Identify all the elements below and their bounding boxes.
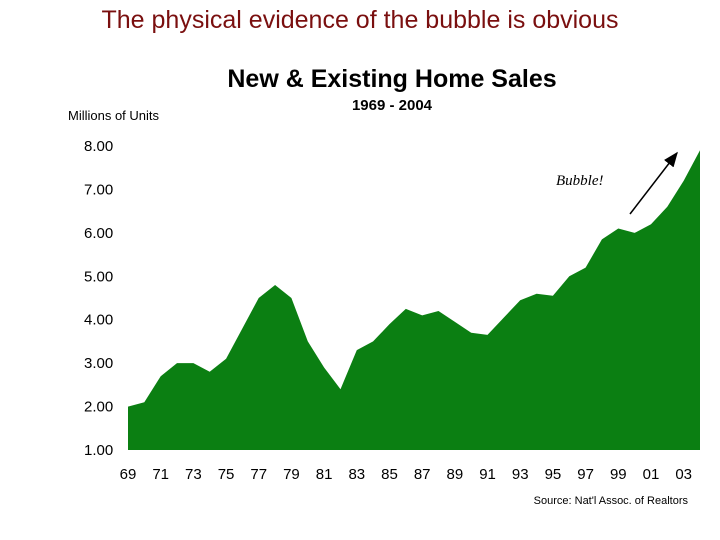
chart-subtitle: 1969 - 2004: [352, 97, 433, 114]
x-tick-label: 95: [545, 466, 562, 483]
y-tick-label: 8.00: [84, 138, 113, 155]
y-tick-label: 3.00: [84, 355, 113, 372]
chart-title: New & Existing Home Sales: [227, 65, 556, 93]
x-tick-label: 75: [218, 466, 235, 483]
x-tick-label: 87: [414, 466, 431, 483]
sales-area-series: [128, 150, 700, 451]
x-tick-label: 91: [479, 466, 496, 483]
x-tick-label: 83: [348, 466, 365, 483]
x-tick-label: 03: [675, 466, 692, 483]
bubble-arrow: [629, 151, 678, 215]
x-tick-label: 73: [185, 466, 202, 483]
y-tick-label: 1.00: [84, 442, 113, 459]
x-tick-label: 71: [152, 466, 169, 483]
x-tick-label: 97: [577, 466, 594, 483]
y-tick-label: 4.00: [84, 312, 113, 329]
x-tick-label: 99: [610, 466, 627, 483]
y-axis-label: Millions of Units: [68, 108, 160, 123]
y-tick-label: 6.00: [84, 225, 113, 242]
slide-title: The physical evidence of the bubble is o…: [101, 6, 619, 34]
source-note: Source: Nat'l Assoc. of Realtors: [534, 495, 689, 507]
y-tick-label: 2.00: [84, 399, 113, 416]
x-tick-label: 85: [381, 466, 398, 483]
y-tick-label: 7.00: [84, 181, 113, 198]
x-tick-label: 77: [250, 466, 267, 483]
x-tick-label: 69: [120, 466, 137, 483]
x-tick-label: 01: [643, 466, 660, 483]
x-tick-label: 79: [283, 466, 300, 483]
x-tick-label: 89: [447, 466, 464, 483]
x-tick-label: 81: [316, 466, 333, 483]
x-tick-label: 93: [512, 466, 529, 483]
bubble-annotation: Bubble!: [556, 173, 603, 189]
y-tick-label: 5.00: [84, 268, 113, 285]
